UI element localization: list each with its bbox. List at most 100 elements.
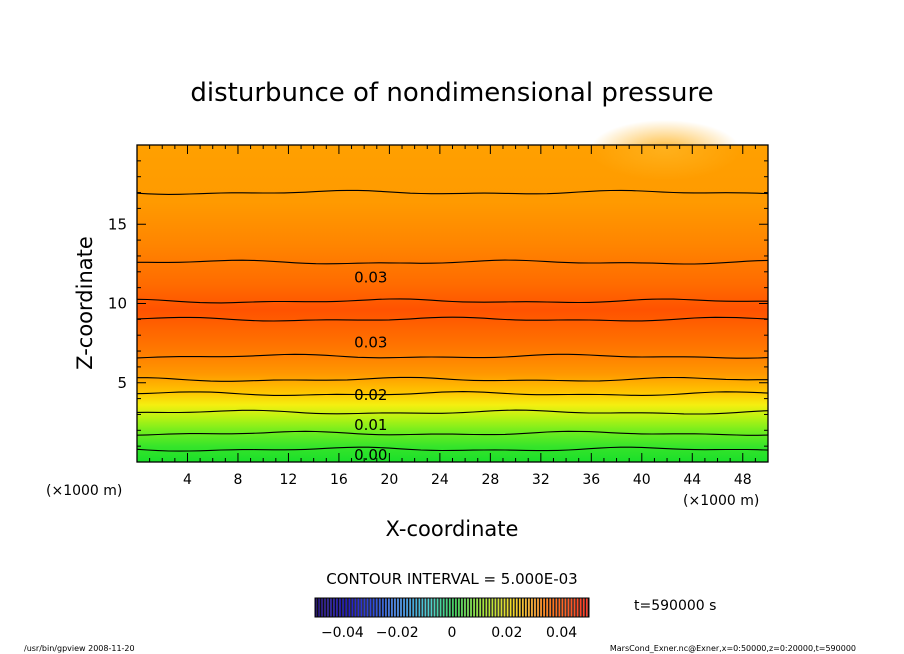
colorbar-stripe [427, 598, 430, 617]
colorbar-stripe [564, 598, 567, 617]
colorbar-tick-label: −0.04 [321, 625, 364, 641]
colorbar-stripe-gap [523, 598, 526, 617]
contour-line [136, 189, 769, 195]
colorbar-stripe-gap [541, 598, 544, 617]
colorbar-stripe-gap [371, 598, 373, 617]
contour-line [136, 391, 769, 396]
x-tick-label: 36 [582, 472, 600, 488]
colorbar-stripe-gap [368, 598, 370, 617]
colorbar-stripe [512, 598, 515, 617]
colorbar-stripe [381, 598, 384, 617]
colorbar-stripe [488, 598, 491, 617]
x-tick-label: 48 [734, 472, 752, 488]
colorbar-stripe [497, 598, 500, 617]
colorbar-stripe-gap [563, 598, 565, 617]
colorbar-stripe [348, 598, 351, 617]
colorbar-stripe-gap [365, 598, 367, 617]
colorbar-stripe [461, 598, 463, 617]
colorbar-stripe [439, 598, 442, 617]
colorbar-stripe [406, 598, 409, 617]
contour-line [137, 376, 768, 382]
colorbar-stripe [436, 598, 439, 617]
colorbar-stripe-gap [529, 598, 532, 617]
colorbar-stripe [433, 598, 436, 617]
colorbar-stripe [491, 598, 494, 617]
x-unit-right: (×1000 m) [683, 493, 759, 509]
colorbar-stripe [442, 598, 445, 617]
axis-ticks [137, 145, 768, 462]
colorbar-stripe [351, 598, 354, 617]
colorbar-stripe [534, 598, 536, 617]
colorbar-stripe [482, 598, 485, 617]
colorbar-stripe-gap [432, 598, 434, 617]
colorbar-stripe [403, 598, 405, 617]
contour-label: 0.00 [354, 446, 387, 464]
colorbar-stripe-gap [520, 598, 523, 617]
colorbar-tick-label: 0.04 [546, 625, 577, 641]
colorbar-stripe [458, 598, 460, 617]
colorbar-stripe [430, 598, 433, 617]
y-tick-label: 15 [108, 215, 127, 233]
colorbar-stripe [378, 598, 381, 617]
colorbar-stripe-gap [535, 598, 538, 617]
colorbar-stripe [576, 598, 579, 617]
colorbar-stripe [400, 598, 402, 617]
colorbar-stripe-gap [557, 598, 559, 617]
colorbar-stripe [552, 598, 555, 617]
colorbar-stripe-gap [389, 598, 392, 617]
colorbar-stripe-gap [337, 598, 340, 617]
colorbar-stripe [391, 598, 393, 617]
colorbar-stripe [464, 598, 466, 617]
colorbar-stripe-gap [465, 598, 468, 617]
colorbar-stripe-gap [322, 598, 325, 617]
colorbar-stripe-gap [499, 598, 501, 617]
colorbar-stripe-gap [487, 598, 489, 617]
colorbar-stripe-gap [484, 598, 486, 617]
colorbar-stripe-gap [350, 598, 352, 617]
contour-label: 0.03 [354, 269, 387, 287]
colorbar-stripe [573, 598, 576, 617]
colorbar-tick-labels: −0.04 −0.02 0 0.02 0.04 [321, 625, 577, 641]
colorbar-tick-label: 0.02 [491, 625, 522, 641]
colorbar-stripe-gap [316, 598, 319, 617]
colorbar-stripe-gap [575, 598, 577, 617]
colorbar-stripe-gap [411, 598, 413, 617]
colorbar-stripes [315, 598, 589, 617]
colorbar-stripe-gap [545, 598, 547, 617]
contour-label: 0.02 [354, 386, 387, 404]
colorbar-frame [314, 597, 590, 618]
colorbar-stripe [452, 598, 454, 617]
colorbar-stripe [315, 598, 317, 617]
colorbar-stripe [372, 598, 375, 617]
colorbar-stripe-gap [447, 598, 449, 617]
colorbar-stripe [555, 598, 558, 617]
colorbar-stripe-gap [398, 598, 401, 617]
colorbar-stripe-gap [474, 598, 477, 617]
colorbar-stripe-gap [468, 598, 471, 617]
x-tick-label: 44 [683, 472, 701, 488]
colorbar-stripe [503, 598, 506, 617]
x-unit-left: (×1000 m) [46, 483, 122, 499]
colorbar-stripe [369, 598, 372, 617]
colorbar-stripe [330, 598, 332, 617]
colorbar-stripe [582, 598, 585, 617]
field-highlight [590, 120, 740, 180]
y-tick-label: 10 [108, 295, 127, 313]
colorbar-stripe-gap [359, 598, 361, 617]
colorbar-stripe [360, 598, 363, 617]
colorbar-tick-label: 0 [448, 625, 457, 641]
colorbar-stripe [525, 598, 527, 617]
colorbar-stripe [476, 598, 479, 617]
colorbar-stripe-gap [560, 598, 562, 617]
colorbar-stripe-gap [441, 598, 443, 617]
colorbar-stripe-gap [444, 598, 446, 617]
contour-line [137, 259, 769, 265]
y-tick-labels: 5 10 15 [108, 215, 127, 392]
colorbar-stripe-gap [377, 598, 379, 617]
colorbar-stripe-gap [548, 598, 550, 617]
colorbar-stripe [518, 598, 521, 617]
colorbar-stripe [336, 598, 338, 617]
colorbar-stripe-gap [505, 598, 507, 617]
colorbar-stripe [549, 598, 552, 617]
colorbar-stripe [421, 598, 424, 617]
